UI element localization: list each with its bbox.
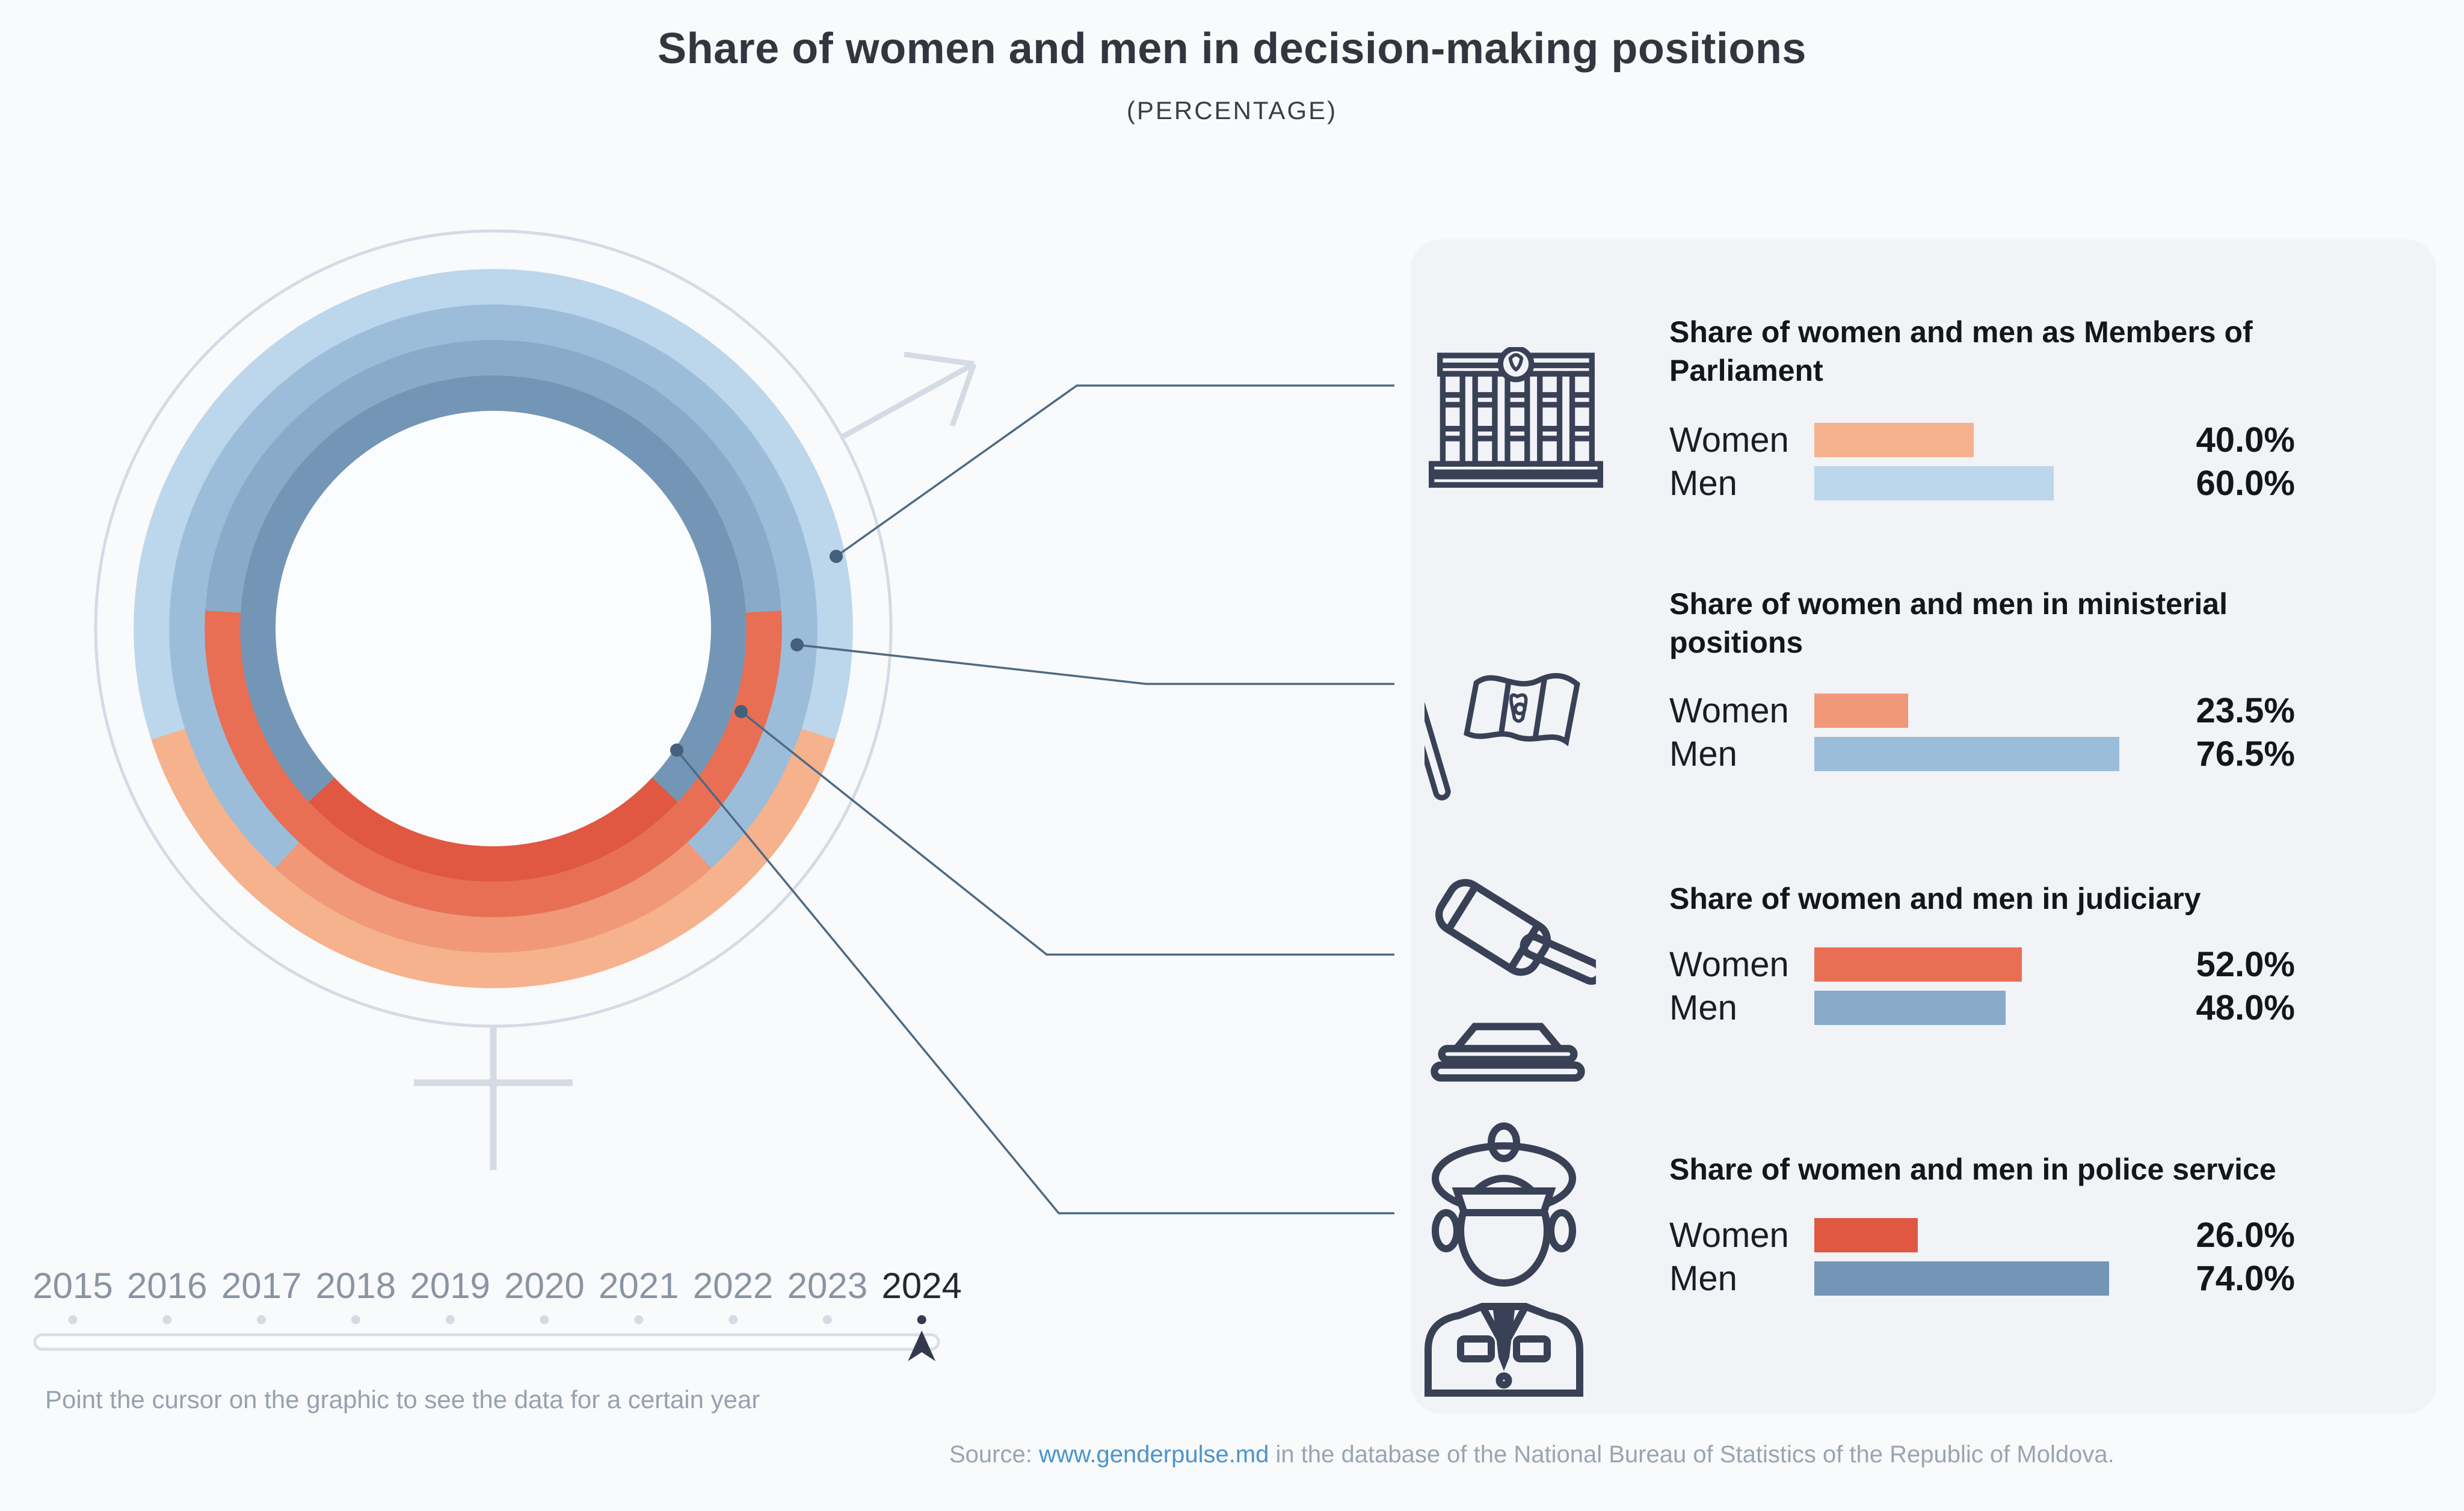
women-bar-judiciary bbox=[1814, 947, 2022, 982]
timeline-year-2019[interactable]: 2019 bbox=[410, 1266, 490, 1306]
connector-judiciary bbox=[735, 705, 1394, 956]
timeline-year-2020[interactable]: 2020 bbox=[504, 1266, 584, 1306]
women-value-judiciary: 52.0% bbox=[2196, 945, 2295, 984]
gavel-icon bbox=[1420, 865, 1596, 1087]
connector-ministerial bbox=[790, 638, 1394, 685]
men-bar-judiciary bbox=[1814, 991, 2006, 1025]
women-label-police: Women bbox=[1669, 1216, 1789, 1255]
timeline-year-2022[interactable]: 2022 bbox=[693, 1266, 773, 1306]
timeline-dot-2019[interactable] bbox=[445, 1315, 455, 1325]
source-link[interactable]: www.genderpulse.md bbox=[1038, 1441, 1269, 1468]
women-label-judiciary: Women bbox=[1669, 945, 1789, 984]
gender-symbol bbox=[94, 229, 977, 1170]
timeline-year-2016[interactable]: 2016 bbox=[127, 1266, 207, 1306]
gender-donut-chart[interactable] bbox=[0, 0, 1444, 1511]
ring-women-ministerial[interactable] bbox=[275, 842, 712, 953]
men-value-police: 74.0% bbox=[2196, 1259, 2295, 1298]
connector-dot-parliament bbox=[830, 550, 843, 563]
timeline-year-2018[interactable]: 2018 bbox=[316, 1266, 396, 1306]
women-label-parliament: Women bbox=[1669, 420, 1789, 460]
moldova-flag-icon bbox=[1424, 656, 1588, 809]
timeline-year-2015[interactable]: 2015 bbox=[32, 1266, 112, 1306]
page-subtitle: (PERCENTAGE) bbox=[1126, 96, 1338, 125]
men-value-judiciary: 48.0% bbox=[2196, 988, 2295, 1027]
timeline-dot-2018[interactable] bbox=[351, 1315, 360, 1325]
connector-line-parliament bbox=[835, 384, 1394, 558]
timeline-dot-2017[interactable] bbox=[257, 1315, 266, 1325]
connector-dot-police bbox=[670, 743, 683, 757]
women-value-ministerial: 23.5% bbox=[2196, 691, 2295, 730]
men-label-judiciary: Men bbox=[1669, 988, 1737, 1027]
women-value-police: 26.0% bbox=[2196, 1216, 2295, 1255]
men-bar-ministerial bbox=[1814, 737, 2119, 771]
donut-ring-police[interactable] bbox=[240, 375, 747, 882]
category-heading-parliament: Share of women and men as Members of Par… bbox=[1669, 315, 2253, 387]
ring-women-parliament[interactable] bbox=[151, 728, 836, 988]
source-suffix: in the database of the National Bureau o… bbox=[1269, 1441, 2114, 1468]
connector-line-ministerial bbox=[796, 644, 1394, 685]
police-officer-icon bbox=[1414, 1119, 1594, 1397]
timeline-dot-2023[interactable] bbox=[822, 1315, 832, 1325]
source-prefix: Source: bbox=[949, 1441, 1039, 1468]
ring-women-judiciary[interactable] bbox=[205, 610, 782, 917]
timeline-dot-2015[interactable] bbox=[68, 1315, 78, 1325]
men-bar-parliament bbox=[1814, 466, 2054, 500]
male-arrow-icon bbox=[840, 351, 977, 440]
timeline-dot-2016[interactable] bbox=[162, 1315, 172, 1325]
donut-ring-judiciary[interactable] bbox=[205, 340, 782, 917]
timeline-year-2024[interactable]: 2024 bbox=[881, 1266, 961, 1306]
timeline-year-2023[interactable]: 2023 bbox=[787, 1266, 867, 1306]
connector-dot-judiciary bbox=[735, 705, 748, 718]
men-label-ministerial: Men bbox=[1669, 734, 1737, 774]
year-slider[interactable]: 2015 2016 2017 2018 2019 2020 2021 2022 2023 2024 bbox=[0, 1239, 1023, 1396]
timeline-year-2021[interactable]: 2021 bbox=[599, 1266, 679, 1306]
parliament-building-icon bbox=[1429, 347, 1603, 488]
slider-cursor[interactable] bbox=[908, 1331, 936, 1361]
page-title: Share of women and men in decision-makin… bbox=[658, 25, 1806, 73]
donut-hole bbox=[276, 411, 711, 846]
women-value-parliament: 40.0% bbox=[2196, 420, 2295, 460]
men-value-parliament: 60.0% bbox=[2196, 464, 2295, 503]
connector-parliament bbox=[830, 384, 1394, 563]
men-label-parliament: Men bbox=[1669, 464, 1737, 503]
slider-track[interactable] bbox=[33, 1333, 940, 1351]
connector-police bbox=[670, 743, 1394, 1214]
category-heading-judiciary: Share of women and men in judiciary bbox=[1669, 882, 2201, 916]
women-label-ministerial: Women bbox=[1669, 691, 1789, 730]
women-bar-ministerial bbox=[1814, 694, 1908, 728]
category-heading-police: Share of women and men in police service bbox=[1669, 1152, 2276, 1186]
connector-line-police bbox=[676, 749, 1394, 1214]
men-value-ministerial: 76.5% bbox=[2196, 734, 2295, 774]
women-bar-parliament bbox=[1814, 423, 1974, 457]
men-bar-police bbox=[1814, 1261, 2109, 1296]
timeline-dot-2024[interactable] bbox=[917, 1315, 926, 1325]
timeline-dot-2020[interactable] bbox=[540, 1315, 549, 1325]
timeline-year-2017[interactable]: 2017 bbox=[221, 1266, 301, 1306]
timeline-hint: Point the cursor on the graphic to see t… bbox=[45, 1385, 760, 1414]
donut-ring-ministerial[interactable] bbox=[169, 304, 818, 953]
men-label-police: Men bbox=[1669, 1259, 1737, 1298]
source-line: Source: www.genderpulse.md in the databa… bbox=[949, 1441, 2114, 1468]
women-bar-police bbox=[1814, 1218, 1918, 1252]
connector-line-judiciary bbox=[740, 710, 1394, 956]
category-heading-ministerial: Share of women and men in ministerial po… bbox=[1669, 587, 2228, 659]
donut-ring-parliament[interactable] bbox=[134, 269, 853, 988]
timeline-dot-2022[interactable] bbox=[728, 1315, 738, 1325]
connector-dot-ministerial bbox=[790, 638, 804, 651]
timeline-dot-2021[interactable] bbox=[634, 1315, 644, 1325]
ring-women-police[interactable] bbox=[309, 777, 678, 882]
